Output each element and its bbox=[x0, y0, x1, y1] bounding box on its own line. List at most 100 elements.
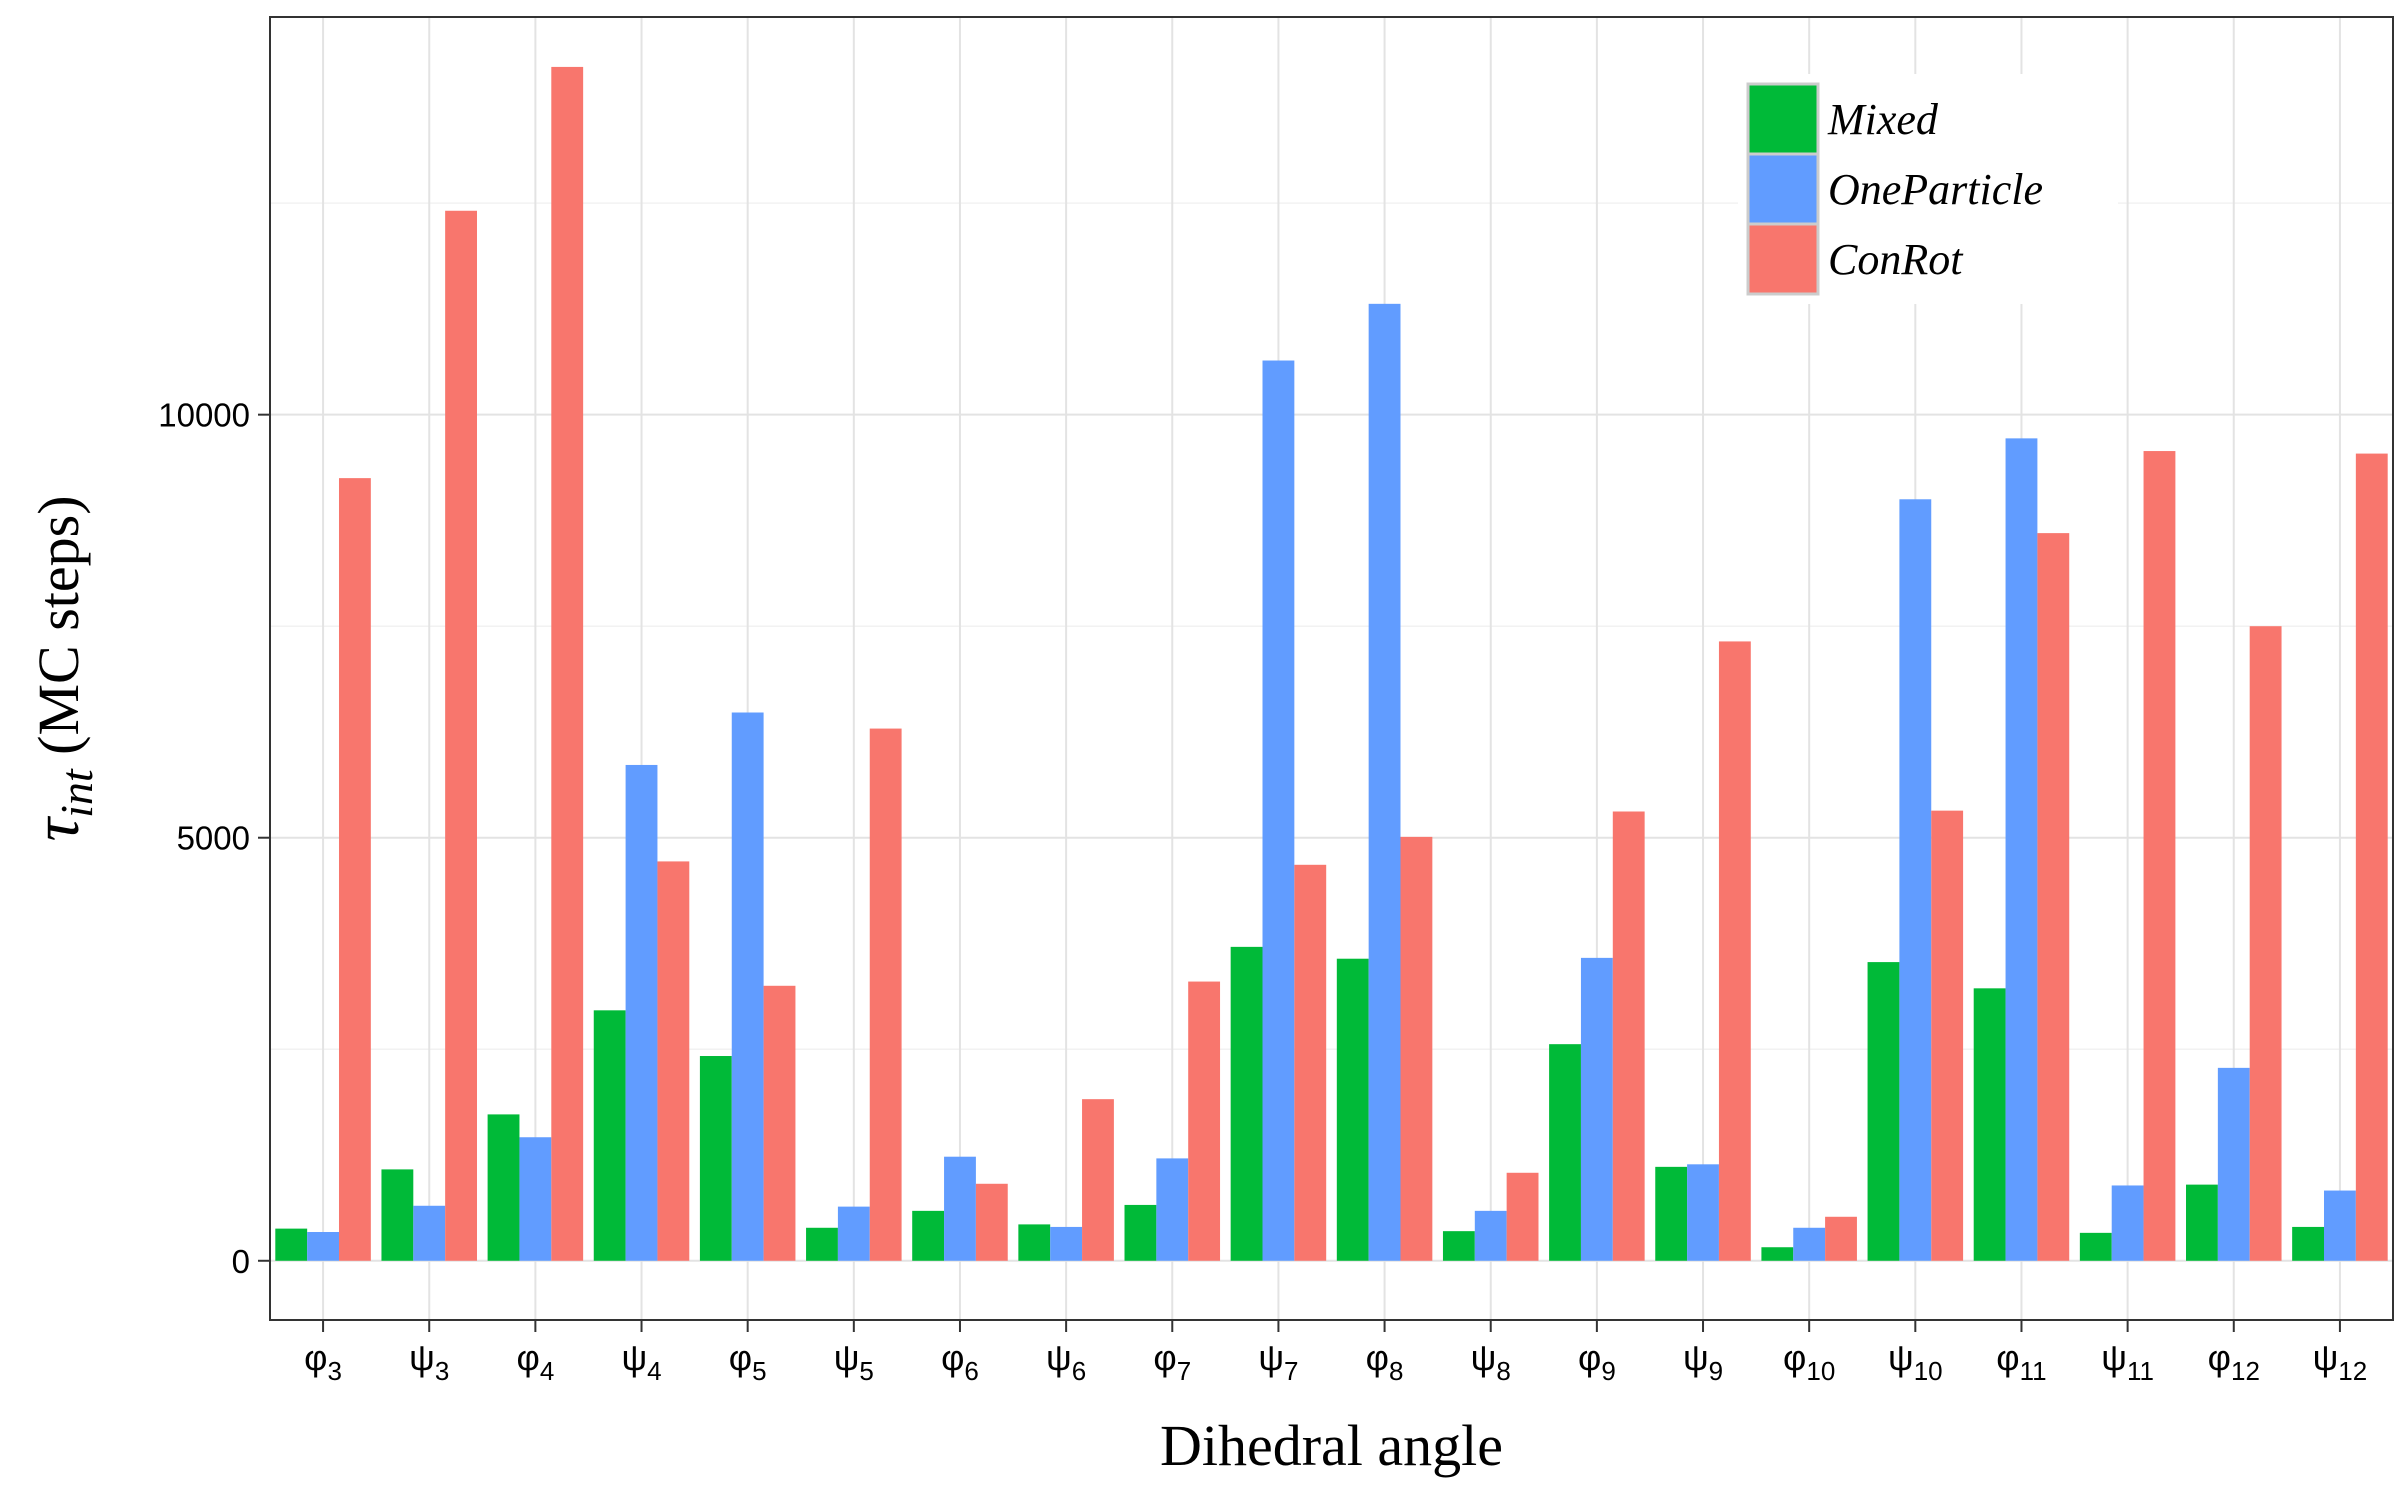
bar-mixed-φ5 bbox=[699, 1056, 732, 1261]
x-tick-subscript: 11 bbox=[2127, 1356, 2154, 1386]
bar-oneparticle-ψ12 bbox=[2324, 1190, 2356, 1261]
bar-conrot-ψ9 bbox=[1718, 641, 1751, 1261]
x-tick-label: φ11 bbox=[1996, 1337, 2046, 1386]
x-tick-label: ψ9 bbox=[1683, 1337, 1723, 1386]
x-tick-symbol: φ bbox=[1578, 1337, 1601, 1378]
bar-oneparticle-ψ7 bbox=[1262, 360, 1295, 1261]
x-tick-label: φ6 bbox=[941, 1337, 979, 1386]
bar-mixed-ψ7 bbox=[1230, 946, 1263, 1261]
x-tick-subscript: 4 bbox=[647, 1356, 661, 1386]
x-tick-symbol: φ bbox=[2208, 1337, 2231, 1378]
x-tick-label: ψ10 bbox=[1888, 1337, 1943, 1386]
legend: Mixed OneParticle ConRot bbox=[1738, 74, 2118, 304]
x-tick-symbol: φ bbox=[1153, 1337, 1176, 1378]
bar-oneparticle-ψ4 bbox=[625, 764, 658, 1261]
x-tick-symbol: φ bbox=[1366, 1337, 1389, 1378]
x-tick-subscript: 8 bbox=[1496, 1356, 1510, 1386]
bar-oneparticle-ψ6 bbox=[1050, 1226, 1083, 1261]
x-tick-label: ψ5 bbox=[834, 1337, 874, 1386]
y-axis-title: τint (MC steps) bbox=[20, 495, 102, 841]
bar-mixed-ψ5 bbox=[806, 1227, 838, 1261]
x-tick-label: ψ8 bbox=[1471, 1337, 1511, 1386]
x-tick-symbol: ψ bbox=[1471, 1337, 1497, 1378]
bar-conrot-φ3 bbox=[338, 478, 371, 1261]
x-tick-subscript: 8 bbox=[1389, 1356, 1403, 1386]
bar-mixed-ψ4 bbox=[593, 1010, 626, 1261]
bar-oneparticle-φ8 bbox=[1368, 303, 1401, 1261]
bar-conrot-φ11 bbox=[2037, 533, 2070, 1261]
x-tick-label: ψ11 bbox=[2101, 1337, 2154, 1386]
x-tick-label: ψ12 bbox=[2313, 1337, 2368, 1386]
x-tick-symbol: ψ bbox=[1683, 1337, 1709, 1378]
bar-oneparticle-φ7 bbox=[1156, 1158, 1189, 1261]
bar-oneparticle-φ3 bbox=[307, 1232, 339, 1261]
bar-conrot-φ9 bbox=[1612, 811, 1645, 1261]
bar-conrot-ψ3 bbox=[445, 210, 477, 1261]
x-tick-label: ψ7 bbox=[1258, 1337, 1298, 1386]
x-axis-title: Dihedral angle bbox=[1160, 1413, 1503, 1478]
bar-oneparticle-ψ9 bbox=[1687, 1164, 1719, 1261]
bar-conrot-ψ7 bbox=[1294, 864, 1327, 1261]
x-tick-symbol: φ bbox=[304, 1337, 327, 1378]
y-axis-title-rest: (MC steps) bbox=[26, 495, 91, 769]
x-tick-subscript: 6 bbox=[964, 1356, 978, 1386]
bar-mixed-ψ6 bbox=[1018, 1224, 1051, 1261]
bar-conrot-ψ4 bbox=[657, 861, 690, 1261]
x-tick-subscript: 10 bbox=[1806, 1356, 1835, 1386]
x-tick-subscript: 12 bbox=[2231, 1356, 2260, 1386]
bar-oneparticle-ψ8 bbox=[1474, 1210, 1507, 1261]
bar-oneparticle-φ10 bbox=[1793, 1227, 1826, 1261]
x-tick-subscript: 11 bbox=[2020, 1356, 2047, 1386]
y-axis-ticks: 0 5000 10000 bbox=[158, 397, 270, 1280]
bar-mixed-φ11 bbox=[1973, 988, 2006, 1261]
bar-mixed-ψ3 bbox=[381, 1169, 414, 1261]
x-tick-symbol: ψ bbox=[834, 1337, 860, 1378]
bar-mixed-φ4 bbox=[487, 1114, 520, 1261]
bar-conrot-φ7 bbox=[1188, 981, 1221, 1261]
x-tick-symbol: φ bbox=[1783, 1337, 1806, 1378]
bar-mixed-φ7 bbox=[1124, 1204, 1157, 1261]
x-tick-subscript: 10 bbox=[1914, 1356, 1943, 1386]
y-axis-title-subscript: int bbox=[51, 768, 102, 818]
x-tick-label: φ7 bbox=[1153, 1337, 1191, 1386]
bar-mixed-φ12 bbox=[2186, 1184, 2218, 1261]
x-tick-label: ψ6 bbox=[1046, 1337, 1086, 1386]
bar-conrot-φ4 bbox=[551, 66, 584, 1261]
legend-label-mixed: Mixed bbox=[1827, 95, 1939, 144]
y-tick-label: 5000 bbox=[177, 820, 250, 857]
bar-mixed-ψ10 bbox=[1867, 962, 1900, 1261]
y-tick-label: 0 bbox=[232, 1243, 250, 1280]
x-tick-subscript: 3 bbox=[328, 1356, 342, 1386]
bar-oneparticle-ψ10 bbox=[1899, 499, 1932, 1261]
x-tick-symbol: ψ bbox=[621, 1337, 647, 1378]
x-axis-ticks: φ3 ψ3 φ4 ψ4 φ5 ψ5 φ6 ψ6 φ7 ψ7 φ8 ψ8 φ9 ψ9 φ10 ψ10 φ11 ψ11… bbox=[304, 1320, 2367, 1386]
x-tick-symbol: ψ bbox=[1046, 1337, 1072, 1378]
bar-mixed-φ9 bbox=[1549, 1044, 1581, 1261]
plot-panel-border bbox=[269, 16, 2394, 1321]
x-tick-label: φ5 bbox=[729, 1337, 767, 1386]
bar-conrot-ψ8 bbox=[1506, 1172, 1539, 1261]
bar-conrot-ψ10 bbox=[1931, 810, 1964, 1261]
x-tick-label: φ12 bbox=[2208, 1337, 2260, 1386]
bar-oneparticle-ψ5 bbox=[837, 1206, 870, 1261]
bar-oneparticle-φ6 bbox=[944, 1156, 976, 1261]
x-tick-label: φ8 bbox=[1366, 1337, 1404, 1386]
x-tick-subscript: 5 bbox=[859, 1356, 873, 1386]
x-tick-subscript: 7 bbox=[1284, 1356, 1298, 1386]
bar-mixed-φ10 bbox=[1761, 1247, 1794, 1261]
x-tick-subscript: 12 bbox=[2338, 1356, 2367, 1386]
bar-oneparticle-φ12 bbox=[2217, 1067, 2250, 1261]
bar-mixed-ψ8 bbox=[1442, 1231, 1475, 1261]
x-tick-subscript: 4 bbox=[540, 1356, 554, 1386]
bar-mixed-φ6 bbox=[912, 1210, 945, 1261]
bar-conrot-ψ11 bbox=[2143, 451, 2176, 1261]
bars bbox=[275, 66, 2388, 1261]
x-tick-symbol: φ bbox=[941, 1337, 964, 1378]
bar-conrot-ψ6 bbox=[1082, 1099, 1114, 1261]
x-tick-symbol: ψ bbox=[2101, 1337, 2127, 1378]
x-tick-symbol: ψ bbox=[1888, 1337, 1914, 1378]
x-tick-symbol: ψ bbox=[409, 1337, 435, 1378]
x-tick-symbol: ψ bbox=[2313, 1337, 2339, 1378]
bar-conrot-φ10 bbox=[1825, 1216, 1857, 1261]
